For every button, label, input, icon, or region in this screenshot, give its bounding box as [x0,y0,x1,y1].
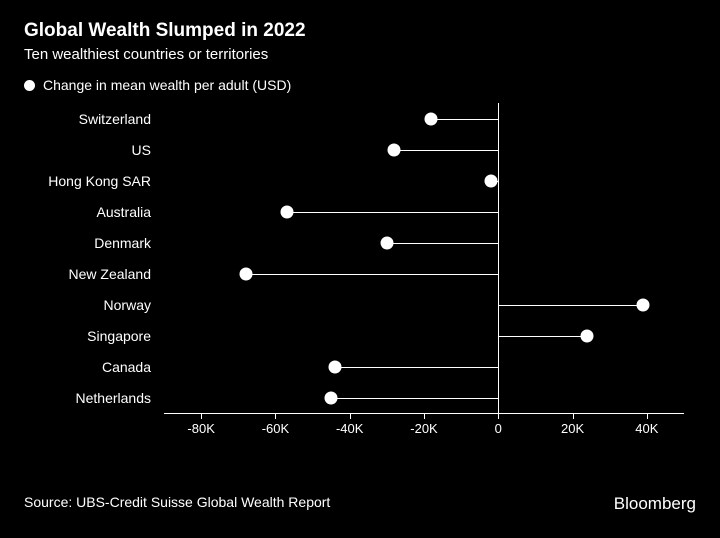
x-tick-label: -40K [336,421,363,436]
lollipop-stem [246,274,499,275]
row-label: Norway [24,289,159,320]
row-label: Netherlands [24,382,159,413]
x-tick [201,413,202,419]
chart-title: Global Wealth Slumped in 2022 [24,20,696,42]
x-tick-label: -80K [187,421,214,436]
lollipop-marker [388,143,401,156]
row-label: Australia [24,196,159,227]
chart-subtitle: Ten wealthiest countries or territories [24,46,696,63]
lollipop-marker [380,236,393,249]
x-tick [647,413,648,419]
lollipop-marker [280,205,293,218]
lollipop-stem [431,119,498,120]
lollipop-marker [325,391,338,404]
x-tick-label: -20K [410,421,437,436]
row-label: Switzerland [24,103,159,134]
row-label: Denmark [24,227,159,258]
x-tick [275,413,276,419]
lollipop-marker [239,267,252,280]
zero-axis-line [498,103,499,413]
row-label: New Zealand [24,258,159,289]
brand-text: Bloomberg [614,494,696,514]
row-label: Canada [24,351,159,382]
lollipop-stem [498,305,643,306]
lollipop-stem [287,212,499,213]
lollipop-stem [394,150,498,151]
plot-region [164,103,684,413]
row-label: US [24,134,159,165]
x-axis: -80K -60K -40K -20K 0 20K 40K [164,413,684,443]
x-tick-label: 20K [561,421,584,436]
x-tick [350,413,351,419]
lollipop-marker [425,112,438,125]
lollipop-marker [637,298,650,311]
row-label: Hong Kong SAR [24,165,159,196]
lollipop-stem [498,336,587,337]
x-tick-label: 40K [635,421,658,436]
legend-label: Change in mean wealth per adult (USD) [43,77,291,93]
legend: Change in mean wealth per adult (USD) [24,77,696,93]
x-tick-label: -60K [262,421,289,436]
x-tick [424,413,425,419]
lollipop-stem [331,398,498,399]
chart-container: Global Wealth Slumped in 2022 Ten wealth… [0,0,720,538]
row-label: Singapore [24,320,159,351]
chart-area: SwitzerlandUSHong Kong SARAustraliaDenma… [24,103,696,443]
lollipop-stem [335,367,498,368]
legend-marker-icon [24,80,35,91]
x-tick [573,413,574,419]
lollipop-marker [484,174,497,187]
source-text: Source: UBS-Credit Suisse Global Wealth … [24,494,330,510]
x-tick [498,413,499,419]
lollipop-stem [387,243,498,244]
lollipop-marker [581,329,594,342]
x-tick-label: 0 [495,421,502,436]
lollipop-marker [328,360,341,373]
